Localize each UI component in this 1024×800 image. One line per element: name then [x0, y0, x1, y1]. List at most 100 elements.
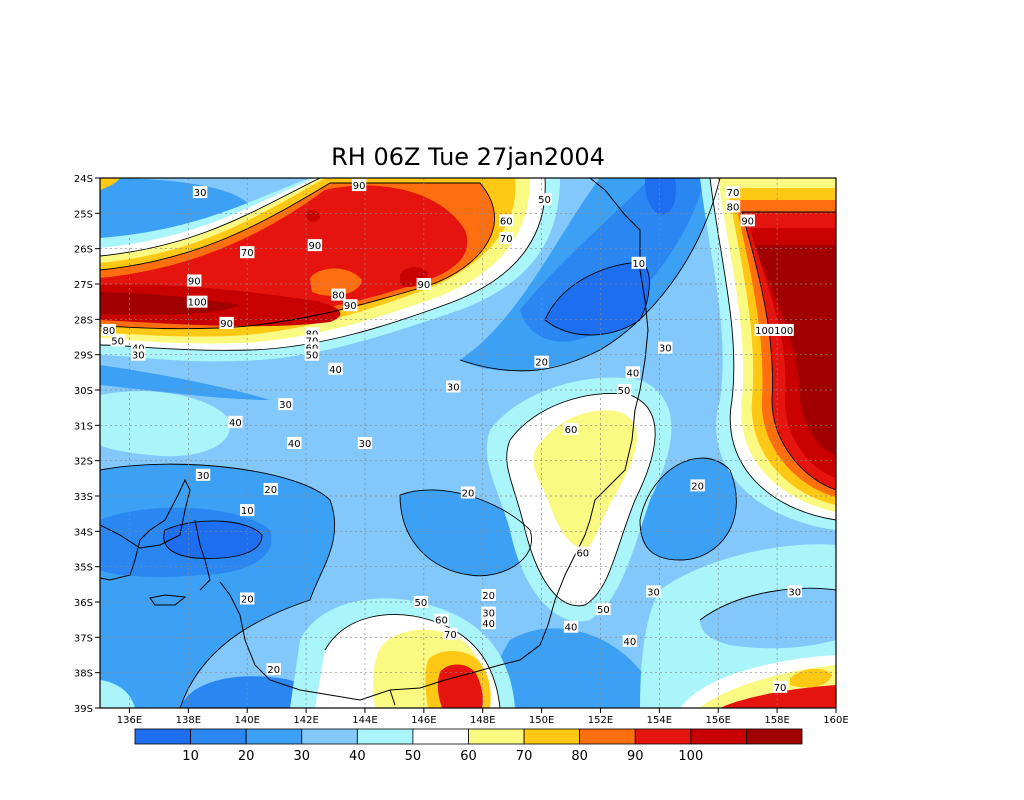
- y-tick-label: 27S: [74, 280, 93, 291]
- contour-label-bg: [192, 186, 208, 199]
- contour-label-bg: [187, 274, 202, 287]
- contour-label: 20: [460, 486, 476, 499]
- colorbar-swatch: [634, 728, 692, 745]
- contour-label-text: 50: [618, 386, 631, 397]
- y-tick-label: 32S: [74, 457, 93, 468]
- contour-label-text: 90: [188, 276, 201, 287]
- contour-label-text: 60: [500, 216, 513, 227]
- y-tick-label: 35S: [74, 563, 93, 574]
- contour-label-text: 40: [229, 418, 242, 429]
- contour-label-text: 60: [435, 616, 448, 627]
- contour-label-bg: [307, 239, 323, 252]
- coastline-tas-north: [389, 689, 396, 706]
- x-tick-label: 160E: [823, 715, 848, 726]
- band-100-east-dark: [755, 245, 836, 455]
- colorbar-swatch: [134, 728, 191, 745]
- contour-label-bg: [413, 596, 429, 608]
- contour-label: 20: [534, 355, 549, 369]
- contour-label-text: 80: [332, 291, 345, 302]
- x-tick-label: 138E: [176, 715, 201, 726]
- colorbar-swatch: [412, 728, 469, 745]
- contour-label: 20: [690, 479, 705, 492]
- contour-label-text: 50: [597, 605, 610, 616]
- contour-label-bg: [351, 179, 367, 192]
- plot-frame: [99, 177, 837, 709]
- contour-label-bg: [304, 348, 320, 361]
- contour-label-text: 20: [264, 485, 277, 496]
- contour-label: 80: [331, 288, 346, 302]
- colorbar-label: 90: [627, 749, 644, 764]
- contour-label: 30: [787, 585, 802, 598]
- contour-label: 80: [725, 200, 741, 213]
- contour-label-text: 40: [482, 619, 495, 630]
- coastline-southwest: [219, 581, 421, 701]
- contour-label-text: 90: [741, 216, 754, 227]
- contour-label-text: 30: [659, 344, 672, 355]
- contour-label-text: 30: [647, 587, 660, 598]
- contour-label-bg: [563, 422, 579, 435]
- contour-label-bg: [534, 355, 549, 368]
- contour-label-bg: [537, 193, 552, 206]
- contour-label: 40: [228, 415, 243, 429]
- contour-label: 50: [616, 384, 632, 397]
- contour-label-bg: [616, 384, 632, 396]
- contour-label: 60: [563, 422, 579, 436]
- coastline-gulf: [194, 519, 211, 591]
- coastline-south-australia: [100, 478, 191, 581]
- contour-label: 70: [499, 232, 514, 245]
- contour-label-bg: [416, 278, 432, 290]
- y-tick-label: 28S: [74, 315, 93, 326]
- contour-label-text: 30: [447, 382, 460, 393]
- contour-label-text: 20: [691, 481, 704, 492]
- contour-label-bg: [186, 295, 208, 308]
- contour-label: 20: [240, 592, 255, 605]
- colorbar-label: 30: [293, 749, 310, 764]
- colorbar: 10 20 30 40 50 60 70 80 90 100: [134, 728, 803, 764]
- contour-label-text: 70: [444, 630, 457, 641]
- contour-label-bg: [481, 617, 496, 630]
- contour-label: 40: [287, 437, 302, 450]
- contour-label-bg: [631, 256, 646, 269]
- contour-label-bg: [343, 299, 358, 312]
- contour-label: 40: [625, 366, 641, 379]
- contour-label-bg: [131, 348, 146, 361]
- contour-label-text: 50: [306, 351, 319, 362]
- y-axis: 24S 25S 26S 27S 28S 29S 30S 31S 32S 33S 34S 35S 36S 3…: [74, 174, 100, 715]
- y-tick-label: 29S: [74, 351, 93, 362]
- band-70-80-southeast-blob: [790, 668, 832, 688]
- x-tick-label: 146E: [411, 715, 436, 726]
- y-tick-label: 30S: [74, 386, 93, 397]
- contour-line: [100, 178, 321, 257]
- contour-label-text: 20: [241, 594, 254, 605]
- plot-area: 136E 138E 140E 142E 144E 146E 148E 150E 152E 154E…: [74, 174, 849, 726]
- contour-label: 40: [328, 362, 343, 376]
- contour-label-text: 40: [288, 439, 301, 450]
- contour-label: 50: [413, 596, 429, 609]
- contour-label: 40: [563, 620, 579, 634]
- band-20-30-west: [100, 365, 270, 400]
- colorbar-swatch: [579, 728, 636, 745]
- contour-label-text: 80: [102, 326, 115, 337]
- contour-label: 30: [131, 348, 146, 362]
- band-northwest-corner: [100, 178, 120, 190]
- contour-label: 70: [240, 246, 255, 259]
- contour-label-bg: [240, 592, 255, 605]
- contour-label-bg: [434, 613, 449, 626]
- contour-label: 100100: [754, 323, 794, 337]
- contour-label-text: 10: [241, 506, 254, 517]
- band-20-30-south-center: [400, 489, 532, 576]
- contour-label-bg: [328, 362, 343, 375]
- band-40-50-southwest-strip: [100, 680, 135, 708]
- contour-label-text: 90: [344, 301, 357, 312]
- colorbar-swatch: [245, 728, 303, 745]
- contour-label-bg: [499, 232, 514, 245]
- contour-label-bg: [443, 627, 458, 640]
- contour-label-bg: [690, 479, 705, 492]
- contour-label: 90: [187, 274, 202, 287]
- contour-label-bg: [278, 398, 293, 411]
- contour-label: 70: [443, 627, 458, 641]
- y-tick-label: 33S: [74, 492, 93, 503]
- contour-label-bg: [240, 246, 255, 259]
- contour-label-bg: [499, 214, 514, 227]
- band-0-10-northeast-small: [645, 178, 676, 215]
